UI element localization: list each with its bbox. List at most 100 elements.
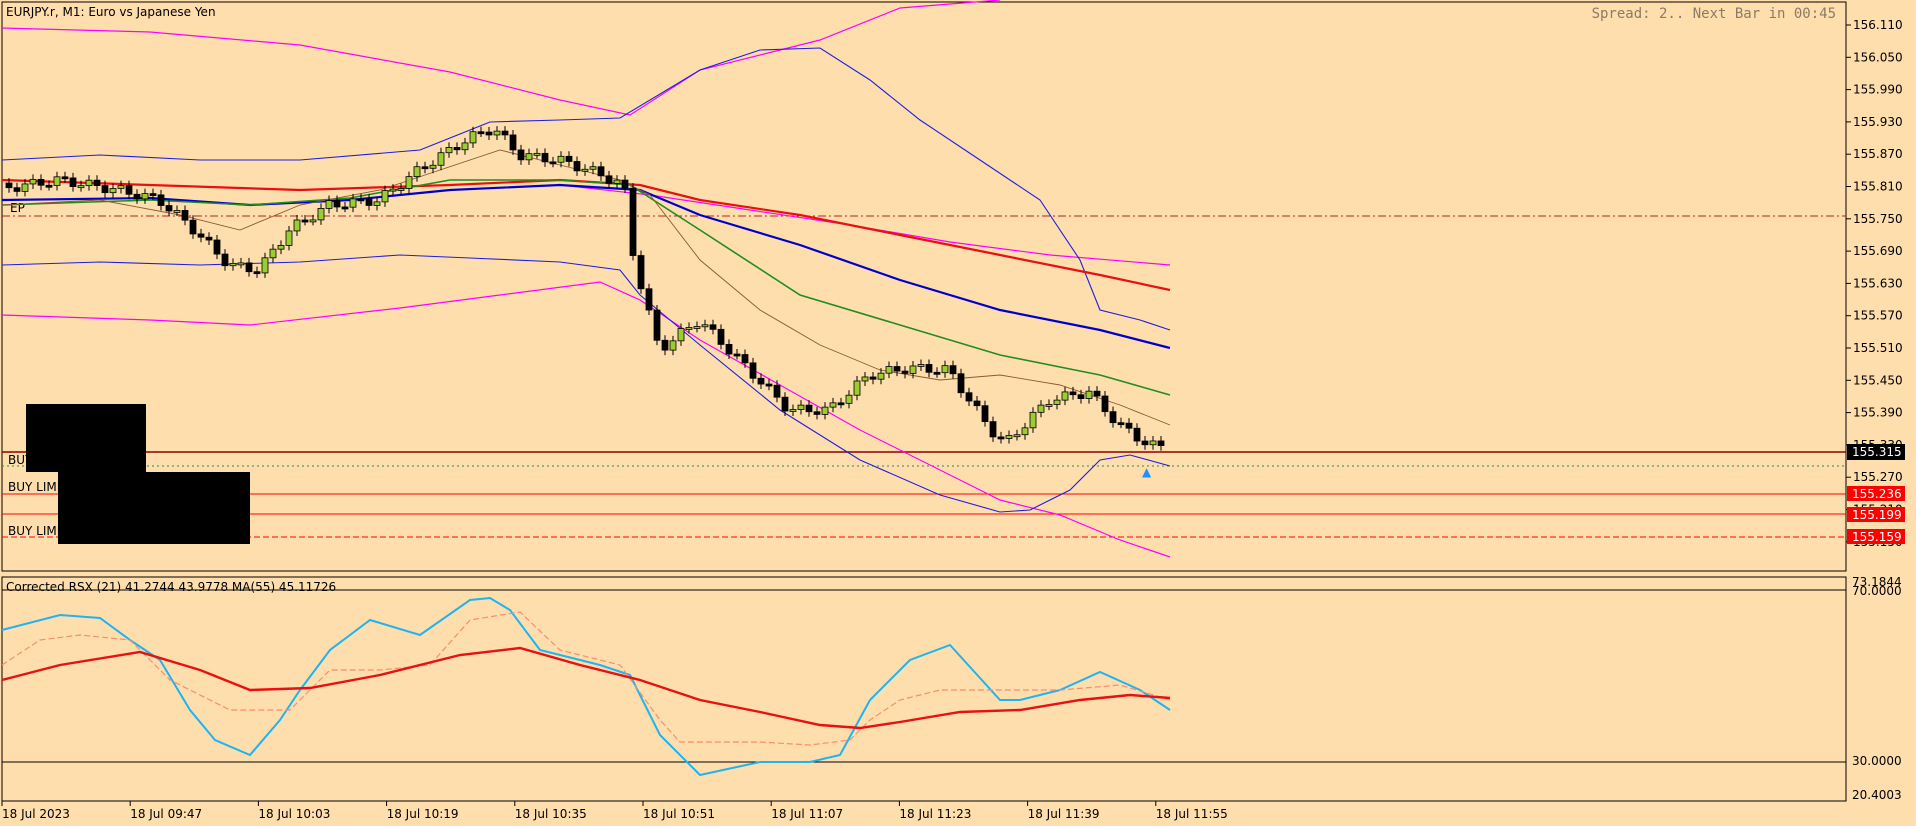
time-tick-label: 18 Jul 11:07: [771, 807, 843, 821]
candle-body: [885, 366, 893, 374]
candle-body: [421, 166, 429, 170]
candle-body: [541, 152, 549, 163]
candle-body: [949, 365, 957, 375]
candle-body: [461, 142, 469, 151]
candle-body: [477, 131, 485, 135]
time-tick-label: 18 Jul 11:55: [1156, 807, 1228, 821]
current-price-tag: [1847, 444, 1905, 460]
candle-body: [853, 380, 861, 396]
candle-body: [125, 185, 133, 195]
candle-body: [1061, 391, 1069, 401]
main-panel-frame: [1, 1, 1847, 572]
order-label-buy-limit-1: BUY LIMI: [8, 480, 60, 494]
candle-body: [669, 340, 677, 351]
price-tick-label: 155.390: [1853, 406, 1903, 420]
indicator-title: Corrected RSX (21) 41.2744 43.9778 MA(55…: [6, 580, 336, 594]
candle-body: [781, 396, 789, 412]
candle-body: [13, 187, 21, 192]
candle-body: [1101, 395, 1109, 413]
candle-body: [965, 392, 973, 402]
price-tick-label: 155.930: [1853, 115, 1903, 129]
candle-body: [1117, 422, 1125, 426]
candle-body: [549, 161, 557, 165]
rsx-tick-70: 70.0000: [1852, 584, 1902, 598]
rsx-indicator-lines: [1, 596, 1171, 777]
price-tick-label: 155.690: [1853, 244, 1903, 258]
order-tag-2: [1847, 507, 1905, 522]
symbol-title: EURJPY.r, M1: Euro vs Japanese Yen: [6, 5, 216, 19]
candle-body: [325, 200, 333, 209]
outer-band-upper: [1, 0, 1001, 116]
candle-body: [709, 324, 717, 330]
candle-body: [261, 257, 269, 274]
ma-thin-line: [1, 149, 1171, 426]
candle-body: [957, 373, 965, 394]
candle-body: [973, 400, 981, 407]
candle-body: [357, 198, 365, 202]
price-tick-label: 155.870: [1853, 147, 1903, 161]
candle-body: [845, 394, 853, 404]
candle-body: [765, 383, 773, 387]
inner-band-upper: [1, 47, 1171, 331]
candle-body: [373, 201, 381, 206]
candle-body: [501, 130, 509, 136]
candle-body: [597, 166, 605, 177]
candle-body: [557, 155, 565, 163]
price-tick-label: 156.110: [1853, 18, 1903, 32]
candle-body: [1053, 399, 1061, 405]
price-tick-label: 156.050: [1853, 50, 1903, 64]
candle-body: [221, 253, 229, 267]
time-tick-label: 18 Jul 11:23: [899, 807, 971, 821]
time-tick-label: 18 Jul 11:39: [1028, 807, 1100, 821]
order-box-1[interactable]: [26, 404, 146, 472]
candle-body: [1125, 422, 1133, 429]
candle-body: [109, 188, 117, 194]
order-tag-1-text: 155.236: [1852, 487, 1902, 501]
candle-body: [277, 245, 285, 250]
rsx-ma-line: [1, 646, 1171, 730]
rsx-tick-30: 30.0000: [1852, 754, 1902, 768]
candle-body: [565, 155, 573, 162]
ma-slow-line: [1, 178, 1171, 292]
candle-body: [573, 161, 581, 172]
candle-body: [333, 200, 341, 208]
candle-body: [1005, 435, 1013, 439]
inner-band-lower: [1, 254, 1171, 513]
candle-body: [1149, 440, 1157, 446]
candle-body: [133, 193, 141, 200]
candle-body: [997, 436, 1005, 440]
time-tick-label: 18 Jul 10:19: [387, 807, 459, 821]
candle-body: [85, 179, 93, 187]
candle-body: [733, 353, 741, 357]
candle-body: [413, 166, 421, 178]
candle-body: [157, 194, 165, 206]
candle-body: [349, 198, 357, 208]
candle-body: [77, 185, 85, 189]
candle-body: [317, 207, 325, 221]
candle-body: [645, 288, 653, 311]
candle-body: [901, 370, 909, 374]
candle-body: [1109, 411, 1117, 424]
price-tick-label: 155.810: [1853, 180, 1903, 194]
candle-body: [909, 365, 917, 374]
time-axis: 18 Jul 2023 18 Jul 09:47 18 Jul 10:03 18 Ju…: [1, 801, 1228, 821]
candle-body: [1045, 404, 1053, 407]
order-box-2[interactable]: [58, 472, 250, 544]
candle-body: [181, 210, 189, 221]
candle-body: [381, 190, 389, 203]
candle-body: [285, 230, 293, 246]
candle-body: [933, 371, 941, 375]
candle-body: [1093, 390, 1101, 397]
candle-body: [453, 146, 461, 151]
candle-body: [189, 219, 197, 235]
rsx-tick-min: 20.4003: [1852, 788, 1902, 802]
candle-body: [29, 178, 37, 185]
candle-body: [813, 411, 821, 415]
candle-body: [365, 198, 373, 206]
candle-body: [605, 175, 613, 184]
order-label-buy-limit-2: BUY LIMI: [8, 524, 60, 538]
candle-body: [613, 179, 621, 184]
current-price-tag-text: 155.315: [1852, 445, 1902, 459]
price-tick-label: 155.750: [1853, 212, 1903, 226]
